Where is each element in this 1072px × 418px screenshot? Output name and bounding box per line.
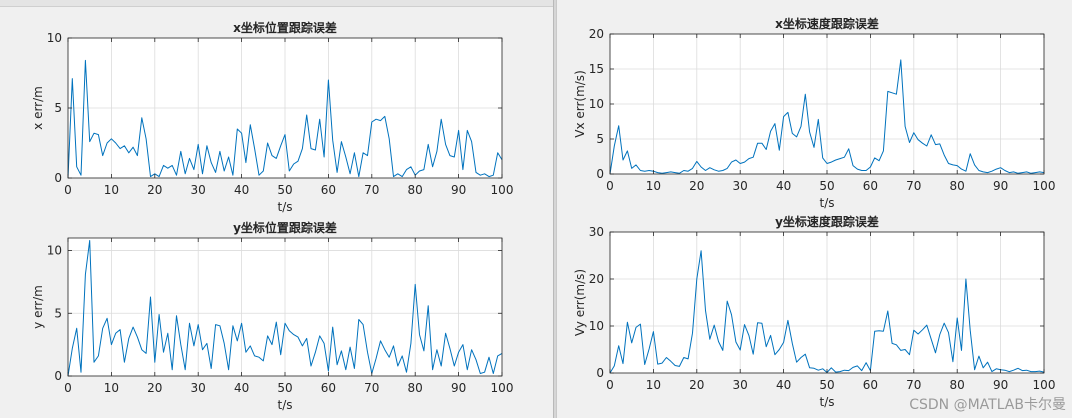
axes-x-pos: 0 10 20 30 40 50 60 70 80 90 100 0 5 10 x坐标位置跟踪误差 t/s x … bbox=[31, 20, 513, 214]
x-tick-label: 100 bbox=[491, 183, 514, 197]
chart-title: x坐标速度跟踪误差 bbox=[775, 16, 879, 31]
x-axis-label: t/s bbox=[820, 196, 835, 210]
y-axis-label: Vy err(m/s) bbox=[573, 269, 587, 336]
y-tick-label: 15 bbox=[589, 62, 604, 76]
y-axis-label: y err/m bbox=[31, 285, 45, 329]
y-tick-label: 10 bbox=[47, 244, 62, 258]
watermark: CSDN @MATLAB卡尔曼 bbox=[909, 397, 1066, 413]
x-tick-label: 50 bbox=[819, 179, 834, 193]
y-tick-label: 5 bbox=[596, 132, 604, 146]
y-tick-label: 0 bbox=[54, 171, 62, 185]
x-tick-label: 0 bbox=[606, 378, 614, 392]
x-tick-label: 60 bbox=[863, 179, 878, 193]
series-line bbox=[67, 59, 503, 179]
x-tick-label: 20 bbox=[147, 183, 162, 197]
x-tick-label: 50 bbox=[277, 381, 292, 395]
y-axis-label: Vx err(m/s) bbox=[573, 70, 587, 138]
y-axis-label: x err/m bbox=[31, 86, 45, 130]
chart-title: y坐标速度跟踪误差 bbox=[775, 214, 879, 229]
y-tick-label: 20 bbox=[589, 272, 604, 286]
series-line bbox=[609, 59, 1045, 175]
x-tick-label: 30 bbox=[733, 179, 748, 193]
x-tick-label: 50 bbox=[819, 378, 834, 392]
x-axis-label: t/s bbox=[820, 395, 835, 409]
y-tick-label: 10 bbox=[47, 31, 62, 45]
x-axis-label: t/s bbox=[278, 398, 293, 412]
x-tick-label: 40 bbox=[776, 179, 791, 193]
x-tick-label: 0 bbox=[64, 381, 72, 395]
y-tick-label: 0 bbox=[596, 167, 604, 181]
x-tick-label: 80 bbox=[408, 183, 423, 197]
x-tick-label: 80 bbox=[408, 381, 423, 395]
window-divider bbox=[553, 0, 557, 418]
chart-title: y坐标位置跟踪误差 bbox=[233, 220, 337, 235]
x-tick-label: 60 bbox=[321, 183, 336, 197]
x-tick-label: 60 bbox=[321, 381, 336, 395]
chart-title: x坐标位置跟踪误差 bbox=[233, 20, 337, 35]
x-tick-label: 40 bbox=[776, 378, 791, 392]
x-tick-label: 10 bbox=[104, 183, 119, 197]
x-tick-label: 10 bbox=[104, 381, 119, 395]
x-tick-label: 10 bbox=[646, 179, 661, 193]
x-tick-label: 60 bbox=[863, 378, 878, 392]
series-line bbox=[67, 240, 503, 377]
x-tick-label: 90 bbox=[451, 183, 466, 197]
x-tick-label: 30 bbox=[191, 183, 206, 197]
figure-toolbar-strip bbox=[0, 0, 556, 7]
x-tick-label: 70 bbox=[364, 183, 379, 197]
x-tick-label: 20 bbox=[147, 381, 162, 395]
x-tick-label: 40 bbox=[234, 381, 249, 395]
y-tick-label: 0 bbox=[54, 369, 62, 383]
x-tick-label: 70 bbox=[364, 381, 379, 395]
x-tick-label: 90 bbox=[451, 381, 466, 395]
x-tick-label: 90 bbox=[993, 378, 1008, 392]
x-tick-label: 0 bbox=[606, 179, 614, 193]
axes-y-vel: 0 10 20 30 40 50 60 70 80 90 100 0 10 20 30 y坐标速度跟踪误差 t/… bbox=[573, 214, 1055, 409]
x-tick-label: 100 bbox=[1033, 378, 1056, 392]
x-tick-label: 100 bbox=[491, 381, 514, 395]
axes-x-vel: 0 10 20 30 40 50 60 70 80 90 100 0 5 10 15 20 x坐标速度跟踪误差 t… bbox=[573, 16, 1055, 210]
x-axis-label: t/s bbox=[278, 200, 293, 214]
x-tick-label: 30 bbox=[191, 381, 206, 395]
x-tick-label: 90 bbox=[993, 179, 1008, 193]
y-tick-label: 10 bbox=[589, 97, 604, 111]
x-tick-label: 30 bbox=[733, 378, 748, 392]
x-tick-label: 20 bbox=[689, 378, 704, 392]
x-tick-label: 100 bbox=[1033, 179, 1056, 193]
axes-y-pos: 0 10 20 30 40 50 60 70 80 90 100 0 5 10 y坐标位置跟踪误差 t/s y … bbox=[31, 220, 513, 412]
x-tick-label: 40 bbox=[234, 183, 249, 197]
y-tick-label: 10 bbox=[589, 319, 604, 333]
y-tick-label: 20 bbox=[589, 27, 604, 41]
x-tick-label: 70 bbox=[906, 179, 921, 193]
x-tick-label: 80 bbox=[950, 378, 965, 392]
x-tick-label: 20 bbox=[689, 179, 704, 193]
x-tick-label: 70 bbox=[906, 378, 921, 392]
x-tick-label: 0 bbox=[64, 183, 72, 197]
x-tick-label: 10 bbox=[646, 378, 661, 392]
x-tick-label: 50 bbox=[277, 183, 292, 197]
y-tick-label: 0 bbox=[596, 366, 604, 380]
y-tick-label: 5 bbox=[54, 306, 62, 320]
y-tick-label: 30 bbox=[589, 225, 604, 239]
x-tick-label: 80 bbox=[950, 179, 965, 193]
y-tick-label: 5 bbox=[54, 101, 62, 115]
